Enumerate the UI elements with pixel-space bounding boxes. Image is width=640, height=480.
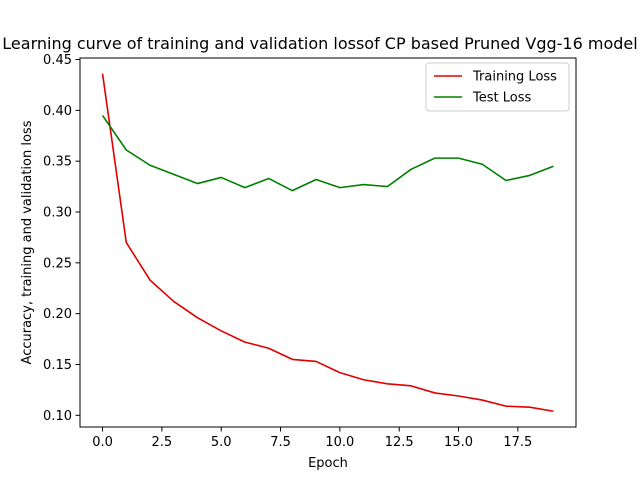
x-tick-label: 15.0 xyxy=(444,435,473,450)
legend-label-training-loss: Training Loss xyxy=(472,70,557,85)
y-tick-label: 0.10 xyxy=(43,409,72,424)
x-tick-label: 10.0 xyxy=(325,435,354,450)
x-axis-label: Epoch xyxy=(308,456,348,471)
y-tick-label: 0.20 xyxy=(43,307,72,322)
x-tick-label: 17.5 xyxy=(503,435,532,450)
chart-title: Learning curve of training and validatio… xyxy=(2,34,637,53)
plot-frame xyxy=(79,57,577,428)
y-tick-label: 0.25 xyxy=(43,256,72,271)
legend: Training Loss Test Loss xyxy=(425,62,570,112)
x-tick-label: 0.0 xyxy=(92,435,113,450)
y-tick-label: 0.35 xyxy=(43,155,72,170)
y-axis-label: Accuracy, training and validation loss xyxy=(20,120,35,364)
series-line-test-loss xyxy=(101,114,554,192)
y-tick-label: 0.45 xyxy=(43,53,72,68)
series-line-training-loss xyxy=(101,73,554,413)
y-tick-label: 0.40 xyxy=(43,104,72,119)
x-axis: 0.0 2.5 5.0 7.5 10.0 12.5 15.0 17.5 xyxy=(92,427,532,450)
series-layer xyxy=(101,73,554,413)
x-tick-label: 2.5 xyxy=(152,435,173,450)
y-axis: 0.10 0.15 0.20 0.25 0.30 0.35 0.40 0.45 xyxy=(43,53,80,424)
y-tick-label: 0.30 xyxy=(43,206,72,221)
x-tick-label: 12.5 xyxy=(385,435,414,450)
legend-box xyxy=(425,62,570,112)
y-tick-label: 0.15 xyxy=(43,358,72,373)
x-tick-label: 5.0 xyxy=(211,435,232,450)
legend-label-test-loss: Test Loss xyxy=(472,91,531,106)
x-tick-label: 7.5 xyxy=(270,435,291,450)
